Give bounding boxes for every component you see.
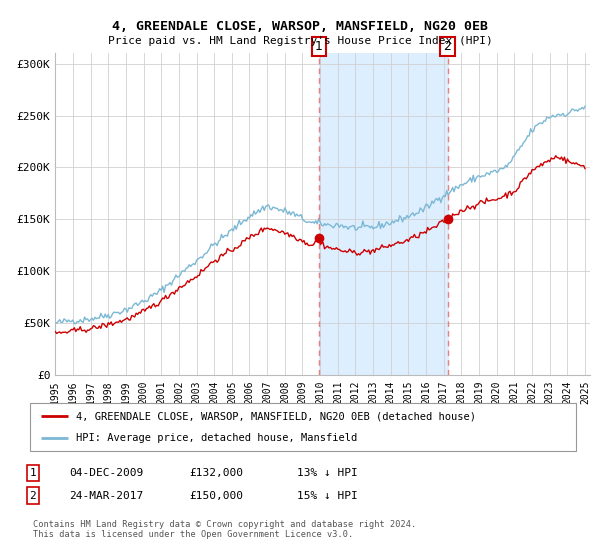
Text: 2: 2 [443,40,451,53]
Text: £150,000: £150,000 [189,491,243,501]
Text: Price paid vs. HM Land Registry's House Price Index (HPI): Price paid vs. HM Land Registry's House … [107,36,493,46]
Text: 4, GREENDALE CLOSE, WARSOP, MANSFIELD, NG20 0EB: 4, GREENDALE CLOSE, WARSOP, MANSFIELD, N… [112,20,488,32]
Text: 04-DEC-2009: 04-DEC-2009 [69,468,143,478]
Text: £132,000: £132,000 [189,468,243,478]
Text: Contains HM Land Registry data © Crown copyright and database right 2024.
This d: Contains HM Land Registry data © Crown c… [33,520,416,539]
Text: 2: 2 [29,491,37,501]
Text: 1: 1 [29,468,37,478]
Text: 24-MAR-2017: 24-MAR-2017 [69,491,143,501]
Text: 15% ↓ HPI: 15% ↓ HPI [297,491,358,501]
Text: 4, GREENDALE CLOSE, WARSOP, MANSFIELD, NG20 0EB (detached house): 4, GREENDALE CLOSE, WARSOP, MANSFIELD, N… [76,411,476,421]
Text: 1: 1 [315,40,323,53]
Text: HPI: Average price, detached house, Mansfield: HPI: Average price, detached house, Mans… [76,433,358,443]
Bar [319,53,448,375]
Text: 13% ↓ HPI: 13% ↓ HPI [297,468,358,478]
